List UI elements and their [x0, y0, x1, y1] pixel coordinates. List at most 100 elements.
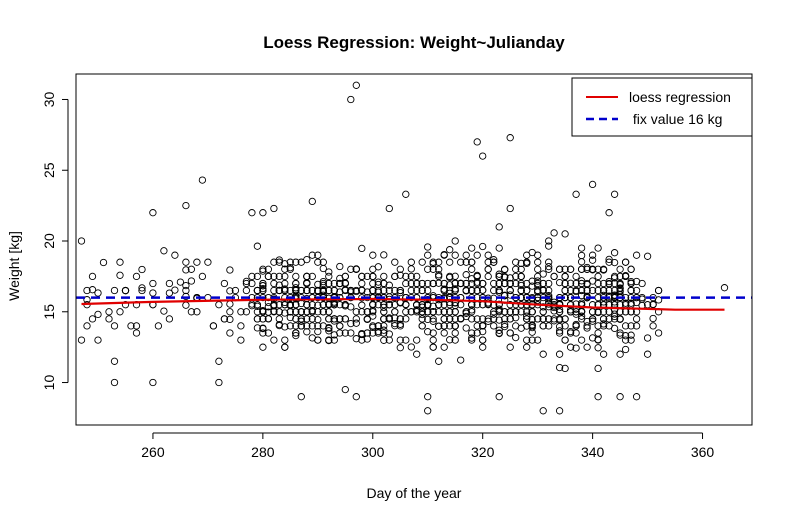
- data-point: [501, 279, 509, 288]
- data-point: [506, 286, 514, 295]
- data-point: [605, 322, 613, 330]
- data-point: [319, 258, 327, 266]
- data-point: [490, 258, 498, 266]
- data-point: [539, 279, 547, 288]
- data-point: [594, 272, 602, 281]
- data-point: [621, 332, 630, 340]
- data-point: [407, 265, 415, 273]
- data-point: [380, 329, 388, 337]
- data-point: [512, 258, 520, 266]
- data-point: [517, 272, 525, 281]
- data-point: [413, 286, 421, 295]
- data-point: [380, 315, 388, 323]
- data-point: [242, 286, 251, 295]
- data-point: [561, 336, 569, 344]
- data-point: [506, 308, 514, 316]
- data-point: [88, 286, 97, 294]
- data-point: [583, 322, 591, 330]
- data-point: [182, 281, 190, 290]
- data-point: [429, 343, 437, 351]
- data-point: [380, 272, 388, 281]
- data-point: [94, 289, 102, 297]
- data-point: [555, 350, 564, 358]
- data-point: [649, 314, 657, 323]
- data-point: [643, 252, 652, 260]
- axes: 260 280 300 320 340 360 10 15 20 25 30: [41, 91, 714, 460]
- data-point: [325, 327, 333, 335]
- data-point: [325, 268, 333, 276]
- data-point: [468, 286, 476, 295]
- chart-title: Loess Regression: Weight~Julianday: [263, 33, 565, 52]
- data-point: [380, 326, 388, 334]
- data-point: [149, 289, 157, 297]
- data-point: [523, 251, 531, 259]
- data-point: [599, 286, 608, 295]
- data-point: [468, 265, 476, 273]
- data-point: [506, 329, 514, 337]
- data-point: [627, 279, 635, 287]
- data-point: [566, 327, 575, 336]
- data-point: [490, 256, 498, 264]
- data-point: [561, 364, 569, 373]
- data-point: [259, 329, 267, 337]
- data-point: [336, 279, 344, 288]
- data-point: [517, 308, 525, 316]
- data-point: [413, 336, 421, 344]
- data-point: [435, 258, 443, 266]
- data-point: [341, 279, 349, 288]
- data-point: [638, 279, 646, 288]
- data-point: [275, 315, 283, 323]
- data-point: [572, 329, 580, 337]
- data-point: [616, 279, 624, 288]
- data-point: [588, 334, 597, 342]
- data-point: [187, 265, 196, 273]
- data-point: [468, 308, 476, 316]
- data-point: [588, 317, 597, 325]
- data-point: [347, 95, 355, 104]
- data-point: [380, 251, 388, 259]
- data-point: [138, 286, 146, 295]
- data-point: [253, 272, 262, 281]
- data-point: [495, 286, 503, 295]
- data-point: [253, 308, 262, 316]
- data-point: [610, 306, 619, 314]
- data-point: [215, 357, 223, 365]
- data-point: [534, 258, 542, 266]
- legend-label-loess: loess regression: [629, 89, 731, 105]
- data-point: [506, 204, 514, 213]
- data-point: [385, 286, 393, 295]
- data-point: [539, 315, 547, 323]
- data-point: [182, 286, 190, 295]
- data-point: [352, 393, 360, 401]
- data-point: [308, 272, 316, 281]
- data-point: [270, 302, 278, 310]
- data-point: [292, 258, 300, 266]
- data-point: [110, 322, 119, 330]
- data-point: [451, 329, 459, 337]
- data-point: [506, 315, 514, 323]
- data-point: [468, 315, 476, 323]
- data-point: [621, 272, 630, 281]
- data-point: [440, 322, 448, 330]
- data-point: [566, 308, 575, 316]
- data-point: [605, 279, 613, 288]
- data-point: [627, 286, 635, 295]
- data-point: [572, 190, 580, 198]
- data-point: [275, 258, 283, 266]
- data-point: [165, 315, 174, 323]
- data-point: [566, 343, 575, 351]
- data-point: [358, 301, 366, 309]
- data-point: [561, 230, 569, 238]
- data-point: [446, 322, 454, 330]
- data-point: [550, 272, 558, 281]
- data-point: [457, 258, 465, 266]
- y-tick-label: 25: [41, 162, 57, 178]
- data-point: [605, 255, 613, 264]
- data-point: [248, 272, 256, 281]
- data-point: [599, 315, 608, 323]
- data-point: [479, 322, 487, 330]
- data-point: [616, 393, 624, 401]
- data-point: [605, 209, 613, 217]
- data-point: [545, 322, 553, 330]
- data-point: [424, 308, 432, 316]
